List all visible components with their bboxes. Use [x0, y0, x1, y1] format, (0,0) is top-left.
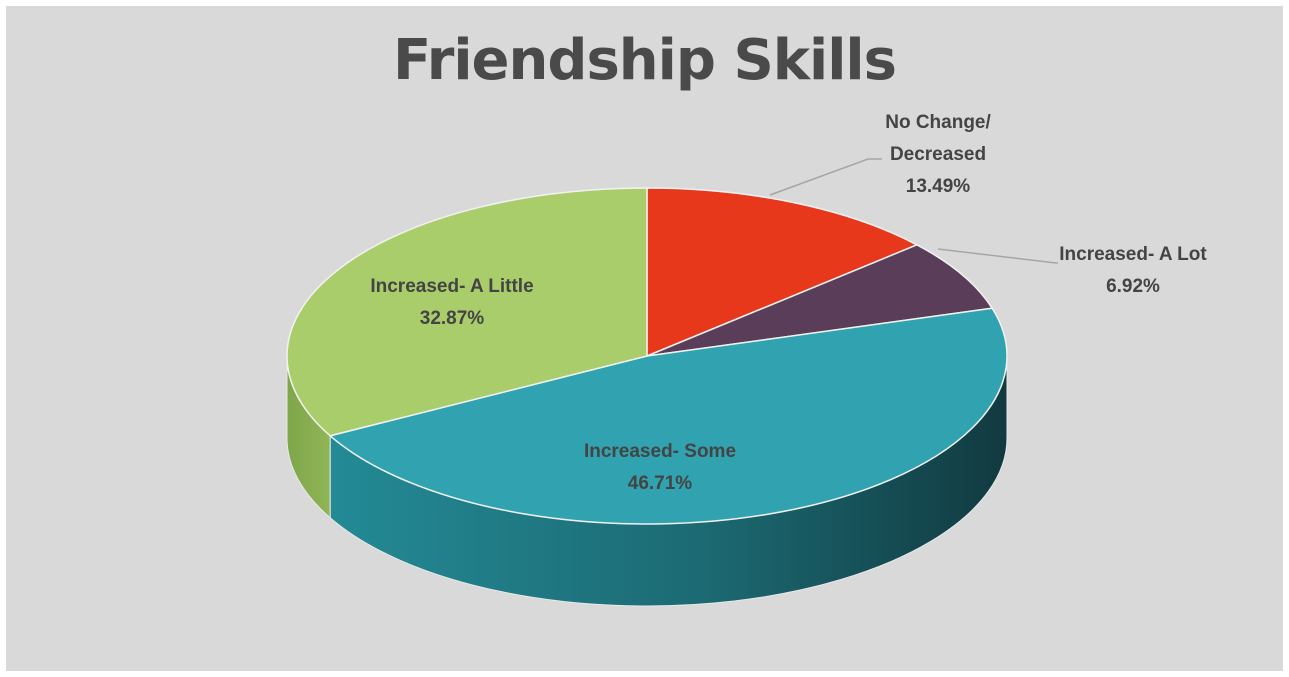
data-label-increased-a-lot: Increased- A Lot 6.92%: [1059, 244, 1207, 297]
data-label-no-change-decreased: No Change/Decreased 13.49%: [885, 112, 991, 197]
data-label-name: Increased- Some: [584, 441, 736, 462]
data-label-name: No Change/: [885, 112, 991, 133]
pie-slice-increased-some: [328, 307, 1008, 525]
data-labels: No Change/Decreased 13.49% Increased- A Lo…: [370, 112, 1207, 494]
data-label-value: 32.87%: [420, 308, 485, 329]
data-label-name: Increased- A Little: [370, 276, 533, 297]
data-label-name: Decreased: [890, 144, 986, 165]
data-label-value: 13.49%: [906, 176, 971, 197]
data-label-increased-a-little: Increased- A Little 32.87%: [370, 276, 533, 329]
pie-slice-increased-a-little: [286, 187, 648, 437]
data-label-value: 6.92%: [1106, 276, 1160, 297]
pie-slices: [286, 187, 1008, 525]
leader-lines: [769, 158, 1058, 264]
data-label-increased-some: Increased- Some 46.71%: [584, 441, 736, 494]
leader-line-no-change-decreased: [769, 158, 882, 196]
pie-slice-no-change-decreased: [646, 187, 919, 358]
chart-title: Friendship Skills: [393, 28, 897, 93]
data-label-name: Increased- A Lot: [1059, 244, 1207, 265]
leader-line-increased-a-lot: [937, 248, 1058, 264]
data-label-value: 46.71%: [628, 473, 693, 494]
pie-slice-increased-a-lot: [646, 244, 994, 357]
